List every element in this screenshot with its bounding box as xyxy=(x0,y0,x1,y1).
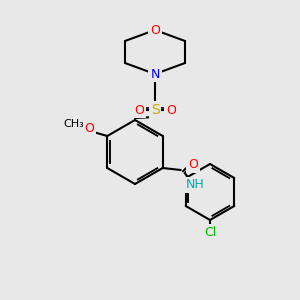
Text: O: O xyxy=(166,103,176,116)
Text: N: N xyxy=(150,68,160,80)
Text: O: O xyxy=(150,23,160,37)
Text: S: S xyxy=(151,103,159,117)
Text: O: O xyxy=(84,122,94,134)
Text: O: O xyxy=(188,158,198,172)
Text: Cl: Cl xyxy=(204,226,216,238)
Text: CH₃: CH₃ xyxy=(63,119,84,129)
Text: NH: NH xyxy=(185,178,204,191)
Text: O: O xyxy=(134,103,144,116)
